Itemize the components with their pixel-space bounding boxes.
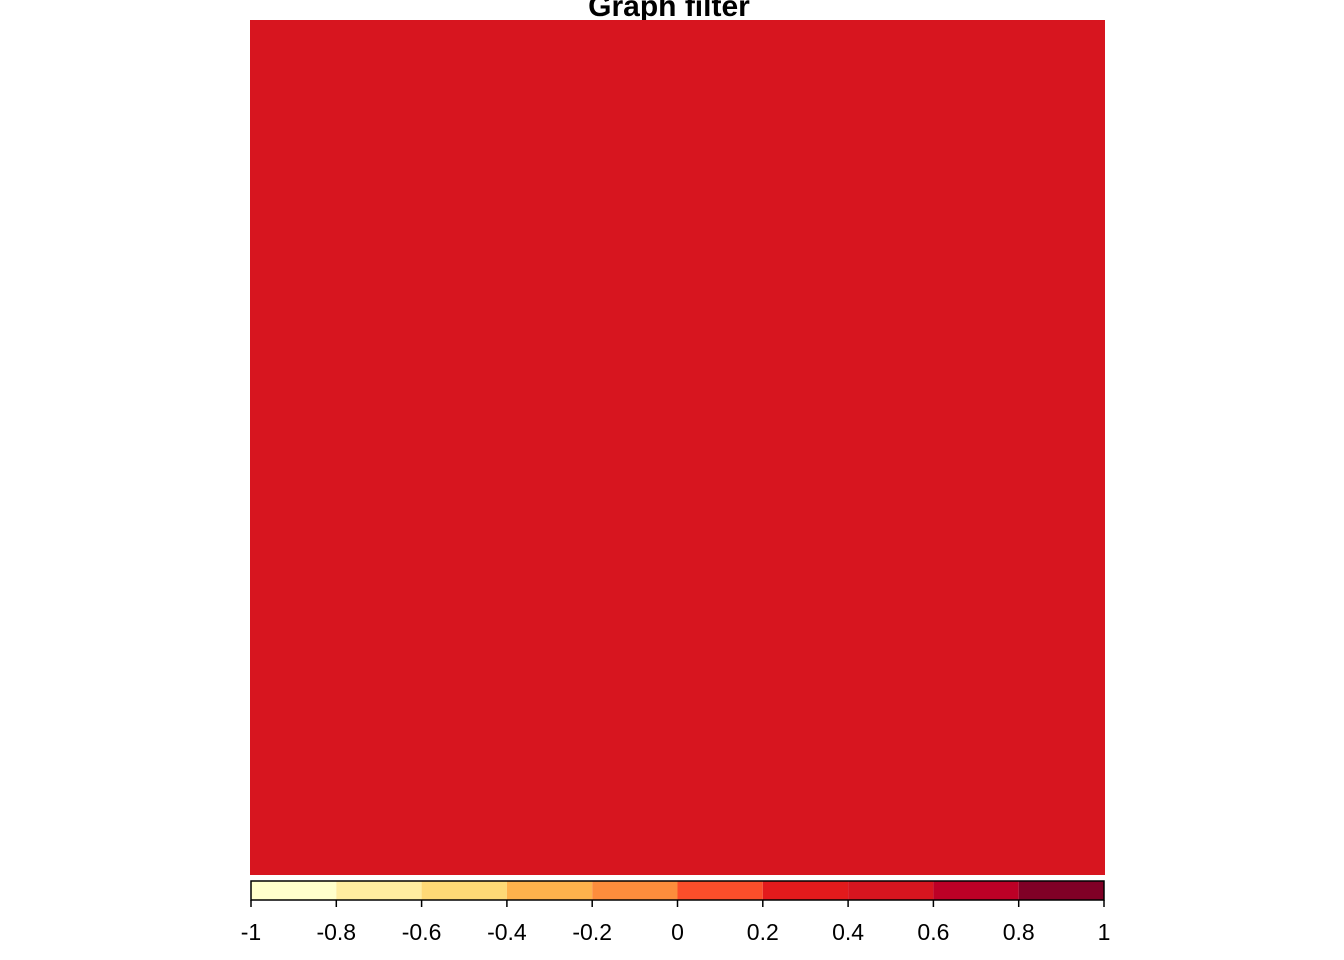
colorbar-tick-label: 0.4 bbox=[832, 919, 864, 945]
colorbar-tick-label: 0 bbox=[671, 919, 684, 945]
colorbar-tick-label: 0.8 bbox=[1003, 919, 1035, 945]
colorbar-segment bbox=[677, 881, 763, 900]
colorbar-segment bbox=[848, 881, 934, 900]
colorbar-tick-label: -0.2 bbox=[572, 919, 612, 945]
colorbar-tick-label: -0.4 bbox=[487, 919, 527, 945]
colorbar-tick-label: 0.6 bbox=[917, 919, 949, 945]
chart-title: Graph filter bbox=[588, 0, 750, 23]
colorbar-tick-label: -1 bbox=[241, 919, 261, 945]
colorbar-segment bbox=[506, 881, 593, 900]
colorbar-ticks bbox=[250, 900, 1105, 907]
colorbar-segment bbox=[762, 881, 849, 900]
colorbar-segment bbox=[933, 881, 1019, 900]
colorbar-tick-label: -0.6 bbox=[402, 919, 442, 945]
heatmap-cells bbox=[250, 20, 1105, 875]
colorbar-segments bbox=[251, 881, 1104, 900]
colorbar-segment bbox=[251, 881, 337, 900]
colorbar: -1 -0.8 -0.6 -0.4 -0.2 0 0.2 0.4 0.6 0.8 1 bbox=[241, 880, 1111, 945]
colorbar-segment bbox=[592, 881, 678, 900]
colorbar-labels: -1 -0.8 -0.6 -0.4 -0.2 0 0.2 0.4 0.6 0.8 1 bbox=[241, 919, 1111, 945]
colorbar-segment bbox=[1018, 881, 1104, 900]
heatmap-cell bbox=[250, 20, 1105, 875]
colorbar-tick-label: 0.2 bbox=[747, 919, 779, 945]
colorbar-tick-label: 1 bbox=[1098, 919, 1111, 945]
colorbar-segment bbox=[421, 881, 507, 900]
colorbar-tick-label: -0.8 bbox=[316, 919, 356, 945]
colorbar-segment bbox=[336, 881, 422, 900]
